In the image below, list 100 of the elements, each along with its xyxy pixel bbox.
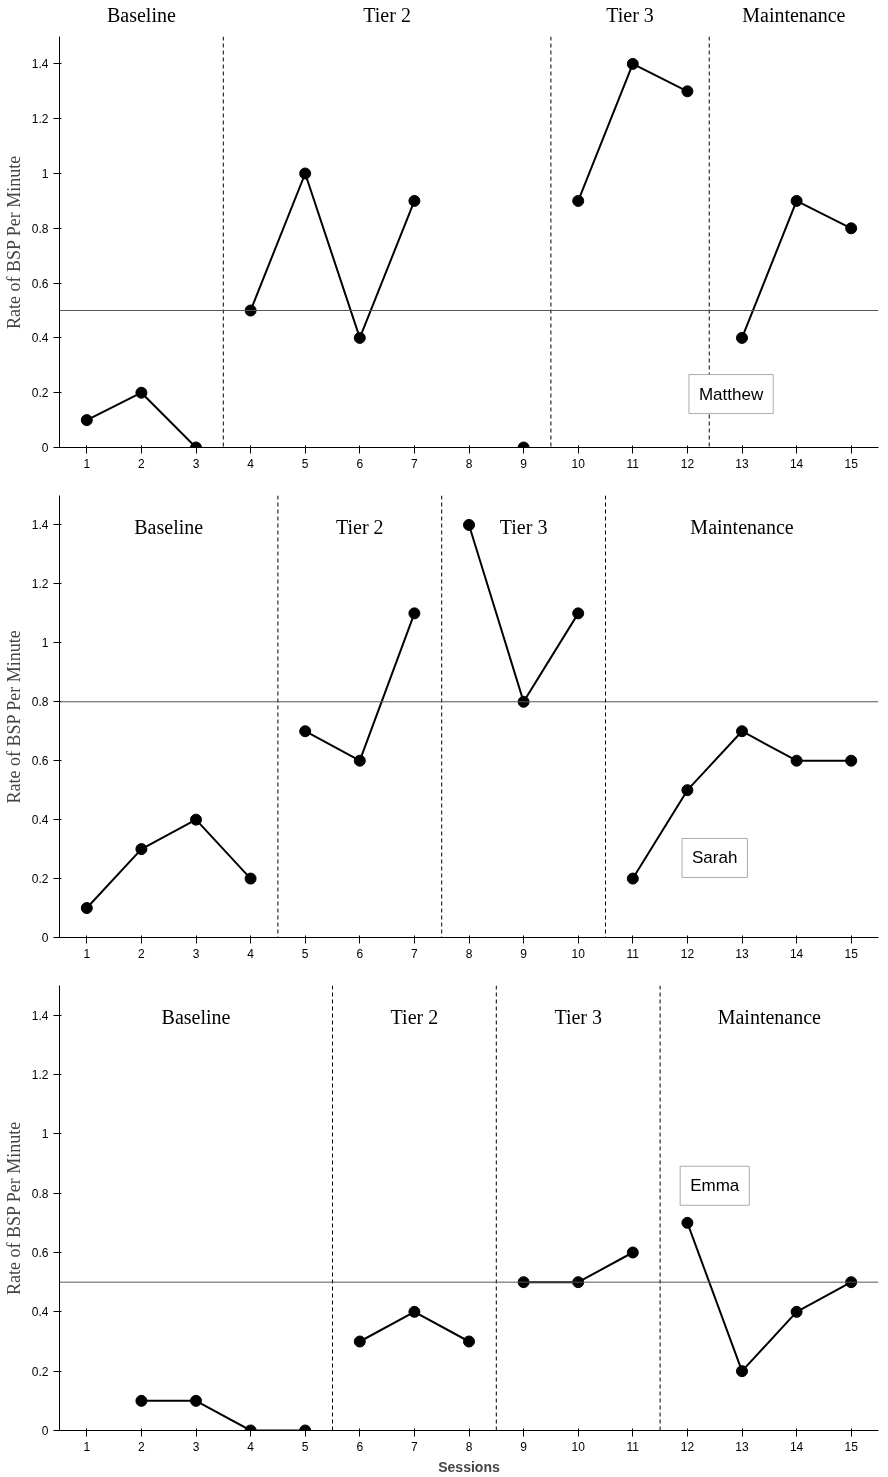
- point: [790, 754, 803, 767]
- point: [626, 57, 639, 70]
- annotation: Tier 2: [336, 515, 384, 538]
- point: [681, 1216, 694, 1229]
- x-tick-label: 9: [520, 456, 528, 471]
- y-tick-label: 0: [41, 1424, 49, 1438]
- x-tick-label: 6: [356, 456, 364, 471]
- x-tick-label: 13: [735, 946, 749, 961]
- y-tick-label: 0.8: [31, 1186, 49, 1201]
- x-tick-label: 3: [192, 1439, 200, 1454]
- y-tick-label: 0.2: [31, 872, 49, 887]
- x-tick-label: 2: [138, 1439, 146, 1454]
- point: [626, 1246, 639, 1259]
- y-tick-label: 1.4: [31, 1008, 49, 1023]
- point: [463, 1335, 475, 1348]
- y-tick-label: 1: [41, 167, 49, 181]
- y-tick-label: 0.4: [31, 331, 49, 346]
- point: [135, 843, 148, 856]
- point: [845, 222, 858, 235]
- y-tick-label: 0.8: [31, 695, 49, 710]
- y-tick-label: 0.4: [31, 1305, 49, 1320]
- annotation: Maintenance: [717, 1005, 822, 1028]
- point: [80, 414, 93, 427]
- point: [681, 784, 694, 797]
- x-tick-label: 4: [247, 1439, 255, 1454]
- x-tick-label: 2: [138, 946, 146, 961]
- x-tick-label: 5: [301, 456, 309, 471]
- y-tick-label: 1.4: [31, 518, 49, 533]
- x-tick-label: 15: [844, 1439, 859, 1454]
- point: [790, 194, 803, 207]
- y-axis-title: Rate of BSP Per Minute: [3, 1121, 24, 1295]
- x-tick-label: 12: [680, 946, 695, 961]
- x-tick-label: 15: [844, 456, 859, 471]
- x-tick-label: 4: [247, 456, 255, 471]
- point: [736, 331, 748, 344]
- x-tick-label: 8: [465, 1439, 473, 1454]
- point: [190, 1394, 202, 1407]
- x-tick-label: 2: [138, 456, 146, 471]
- x-tick-label: 6: [356, 946, 364, 961]
- y-tick-label: 1: [41, 636, 49, 651]
- x-axis-title: Sessions: [438, 1458, 500, 1475]
- x-tick-label: 10: [571, 456, 586, 471]
- point: [790, 1305, 803, 1318]
- annotation: Emma: [690, 1176, 740, 1196]
- x-tick-label: 6: [356, 1439, 364, 1454]
- y-tick-label: 0.6: [31, 754, 49, 769]
- x-tick-label: 11: [626, 456, 640, 471]
- annotation: Maintenance: [690, 515, 794, 538]
- x-tick-label: 12: [680, 456, 695, 471]
- point: [190, 813, 202, 826]
- x-tick-label: 13: [735, 456, 749, 471]
- point: [463, 518, 475, 531]
- point: [572, 194, 585, 207]
- y-tick-label: 0.8: [31, 221, 49, 236]
- x-tick-label: 1: [83, 946, 91, 961]
- point: [353, 754, 366, 767]
- x-tick-label: 11: [626, 946, 640, 961]
- point: [681, 85, 694, 98]
- x-tick-label: 3: [192, 946, 200, 961]
- x-tick-label: 13: [735, 1439, 749, 1454]
- point: [736, 725, 748, 738]
- x-tick-label: 10: [571, 946, 586, 961]
- x-tick-label: 3: [192, 456, 200, 471]
- point: [135, 386, 148, 399]
- x-tick-label: 15: [844, 946, 859, 961]
- annotation: Matthew: [698, 384, 764, 404]
- y-tick-label: 0.2: [31, 386, 49, 401]
- y-axis-title: Rate of BSP Per Minute: [3, 155, 24, 329]
- x-tick-label: 1: [83, 456, 91, 471]
- point: [408, 194, 421, 207]
- text: Tier 2: [363, 3, 411, 26]
- point: [299, 167, 312, 180]
- y-tick-label: 0.4: [31, 813, 49, 828]
- x-tick-label: 14: [789, 456, 804, 471]
- x-tick-label: 10: [571, 1439, 586, 1454]
- point: [80, 902, 93, 915]
- y-tick-label: 0: [41, 441, 49, 455]
- x-tick-label: 5: [301, 1439, 309, 1454]
- point: [353, 1335, 366, 1348]
- point: [736, 1365, 748, 1378]
- y-tick-label: 0: [41, 931, 49, 945]
- y-tick-label: 1.2: [31, 1068, 49, 1082]
- x-tick-label: 11: [626, 1439, 640, 1454]
- point: [845, 754, 858, 767]
- x-tick-label: 12: [680, 1439, 695, 1454]
- x-tick-label: 9: [520, 946, 528, 961]
- x-tick-label: 7: [411, 946, 419, 961]
- y-tick-label: 1.4: [31, 57, 49, 72]
- point: [135, 1394, 148, 1407]
- x-tick-label: 5: [301, 946, 309, 961]
- y-tick-label: 1.2: [31, 112, 49, 127]
- text: Baseline: [106, 3, 176, 26]
- text: Tier 3: [606, 3, 654, 26]
- x-tick-label: 4: [247, 946, 255, 961]
- x-tick-label: 7: [411, 456, 419, 471]
- annotation: Tier 3: [499, 515, 548, 538]
- x-tick-label: 14: [789, 946, 804, 961]
- x-tick-label: 1: [83, 1439, 91, 1454]
- annotation: Sarah: [692, 848, 738, 868]
- point: [299, 725, 312, 738]
